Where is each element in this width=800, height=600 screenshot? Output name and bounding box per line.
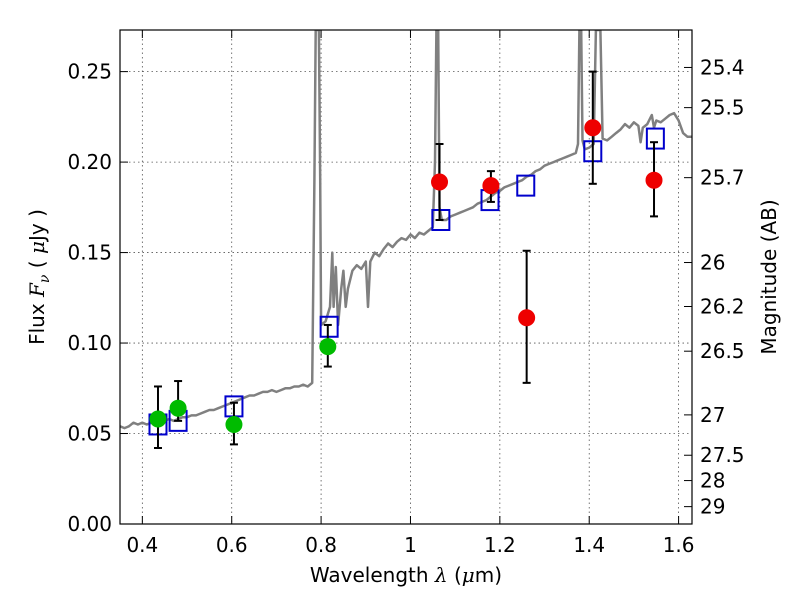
- y-tick-label: 0.05: [67, 422, 112, 446]
- y-tick-label: 0.15: [67, 241, 112, 265]
- x-tick-label: 0.4: [126, 533, 158, 557]
- nir-observed-point: [431, 173, 449, 191]
- y2-tick-label: 28: [700, 469, 725, 493]
- y2-tick-label: 26.5: [700, 339, 745, 363]
- nir-observed-point: [584, 119, 602, 137]
- y2-tick-label: 26: [700, 251, 725, 275]
- optical-observed-point: [169, 399, 187, 417]
- model-photometry-square: [431, 209, 451, 231]
- model-photometry-square: [319, 315, 339, 338]
- data-markers: [148, 70, 665, 449]
- x-tick-label: 1.4: [573, 533, 605, 557]
- y-axis-title: Flux Fν ( μJy ): [25, 209, 53, 345]
- optical-observed-point: [319, 338, 337, 356]
- y2-tick-label: 25.4: [700, 55, 745, 79]
- x-tick-label: 1: [404, 533, 417, 557]
- nir-observed-point: [645, 171, 663, 189]
- x-tick-label: 1.2: [484, 533, 516, 557]
- optical-observed-point: [225, 415, 243, 433]
- y2-tick-label: 25.7: [700, 166, 745, 190]
- y2-tick-label: 25.5: [700, 96, 745, 120]
- sed-model-line: [120, 30, 692, 430]
- y2-tick-label: 27: [700, 403, 725, 427]
- y-tick-label: 0.25: [67, 60, 112, 84]
- model-photometry-square: [516, 174, 536, 197]
- y-tick-label: 0.10: [67, 331, 112, 355]
- y2-axis-title: Magnitude (AB): [757, 199, 781, 354]
- nir-observed-point: [482, 177, 500, 195]
- y2-tick-label: 27.5: [700, 443, 745, 467]
- x-tick-label: 0.6: [216, 533, 248, 557]
- sed-model: [120, 30, 692, 430]
- x-axis-title: Wavelength λ (μm): [310, 563, 502, 587]
- x-tick-label: 1.6: [663, 533, 695, 557]
- plot-frame: [119, 29, 693, 525]
- axis-ticks: 0.4 0.6 0.8 1 1.2 1.4 1.6 0.00 0.05 0.10 0.15 0.20 0…: [67, 30, 745, 557]
- x-tick-label: 0.8: [305, 533, 337, 557]
- y2-tick-label: 26.2: [700, 294, 745, 318]
- y-tick-label: 0.20: [67, 150, 112, 174]
- optical-observed-point: [149, 410, 167, 428]
- y2-tick-label: 29: [700, 495, 725, 519]
- nir-observed-point: [518, 309, 536, 327]
- model-photometry-square: [645, 127, 665, 150]
- y-tick-label: 0.00: [67, 512, 112, 536]
